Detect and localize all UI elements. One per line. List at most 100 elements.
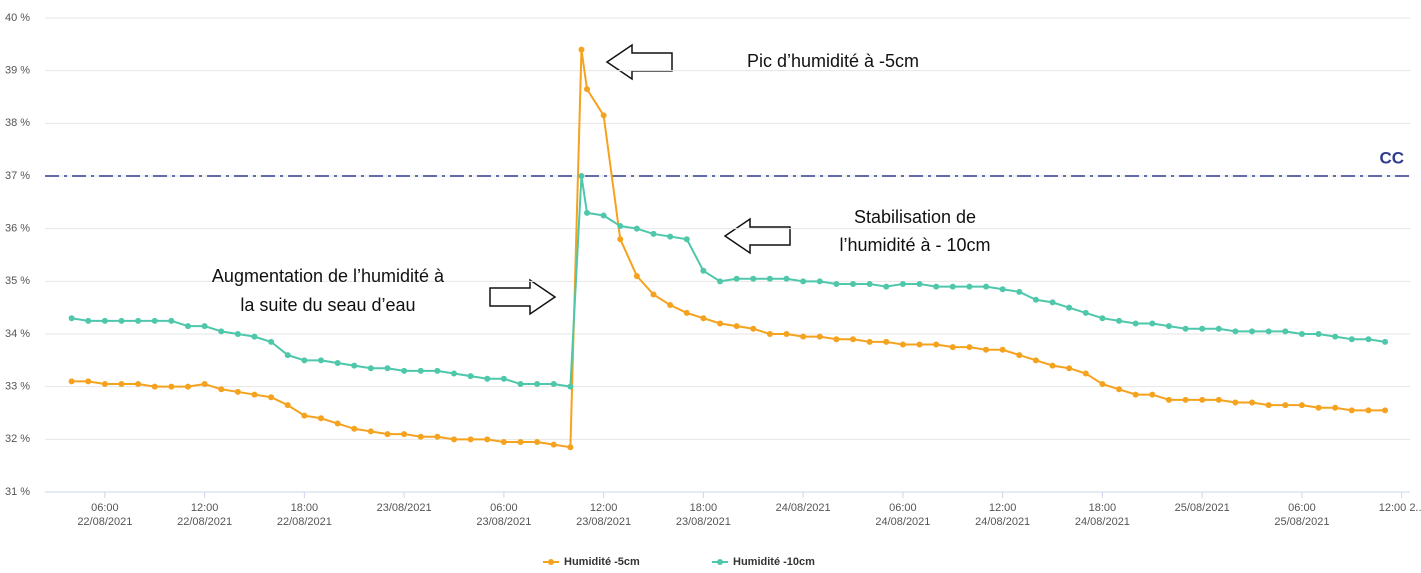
point <box>1232 399 1239 406</box>
point <box>534 438 541 445</box>
x-tick-label: 18:00 <box>291 502 319 514</box>
point <box>783 331 790 337</box>
y-tick-label: 40 % <box>5 12 30 24</box>
point <box>1082 309 1089 316</box>
x-tick-label: 06:00 <box>91 502 119 514</box>
point <box>916 280 923 287</box>
x-tick-label: 06:00 <box>1288 502 1316 514</box>
point <box>301 357 308 364</box>
point <box>1298 402 1305 409</box>
x-tick-label: 06:00 <box>490 502 518 514</box>
point <box>334 420 341 427</box>
point <box>1365 407 1372 414</box>
point <box>600 112 607 119</box>
point <box>983 283 990 290</box>
point <box>1165 323 1172 330</box>
point <box>201 323 208 330</box>
point <box>1265 402 1272 409</box>
point <box>251 391 258 398</box>
point <box>384 431 391 438</box>
y-tick-label: 33 % <box>5 381 30 393</box>
point <box>1066 365 1073 372</box>
point <box>101 381 108 388</box>
point <box>1132 320 1139 327</box>
point <box>218 328 225 335</box>
annotation: Augmentation de l’humidité à <box>212 266 445 286</box>
point <box>1215 325 1222 332</box>
point <box>500 375 507 382</box>
point <box>983 346 990 353</box>
point <box>1049 362 1056 369</box>
point <box>467 436 474 443</box>
point <box>234 331 241 337</box>
point <box>850 280 857 287</box>
point <box>766 275 773 282</box>
point <box>733 323 740 330</box>
point <box>384 365 391 372</box>
arrow <box>723 217 791 255</box>
point <box>866 338 873 345</box>
point <box>484 375 491 382</box>
x-tick-label: 23/08/2021 <box>676 516 731 528</box>
y-tick-label: 31 % <box>5 486 30 498</box>
point <box>201 381 208 388</box>
point <box>683 309 690 316</box>
point <box>484 436 491 443</box>
point <box>816 333 823 340</box>
point <box>534 381 541 388</box>
point <box>750 275 757 282</box>
point <box>933 341 940 348</box>
point <box>367 365 374 372</box>
point <box>1032 296 1039 303</box>
x-tick-label: 24/08/2021 <box>975 516 1030 528</box>
y-tick-label: 32 % <box>5 433 30 445</box>
point <box>1348 407 1355 414</box>
arrow <box>489 278 557 316</box>
annotation: la suite du seau d’eau <box>240 295 415 315</box>
point <box>1099 381 1106 388</box>
point <box>850 336 857 343</box>
point <box>234 388 241 395</box>
point <box>899 341 906 348</box>
point <box>966 344 973 351</box>
point <box>1215 396 1222 403</box>
point <box>1182 396 1189 403</box>
x-tick-label: 23/08/2021 <box>377 502 432 514</box>
legend-label: Humidité -10cm <box>733 556 815 568</box>
point <box>633 273 640 280</box>
point <box>517 438 524 445</box>
x-tick-label: 25/08/2021 <box>1274 516 1329 528</box>
point <box>517 381 524 388</box>
point <box>650 291 657 298</box>
point <box>434 433 441 440</box>
point <box>68 378 75 385</box>
point <box>1132 391 1139 398</box>
point <box>578 173 585 179</box>
point <box>1082 370 1089 377</box>
point <box>833 280 840 287</box>
point <box>1332 333 1339 340</box>
point <box>866 280 873 287</box>
point <box>1016 352 1023 359</box>
point <box>1315 331 1322 337</box>
point <box>268 394 275 401</box>
point <box>1165 396 1172 403</box>
legend-symbol <box>717 559 723 565</box>
point <box>1066 304 1073 311</box>
point <box>135 317 142 324</box>
x-tick-label: 24/08/2021 <box>1075 516 1130 528</box>
point <box>135 381 142 388</box>
point <box>700 315 707 322</box>
point <box>451 370 458 377</box>
point <box>1099 315 1106 322</box>
point <box>184 383 191 390</box>
point <box>578 46 585 53</box>
point <box>783 275 790 282</box>
point <box>168 383 175 390</box>
x-tick-label: 12:00 <box>989 502 1017 514</box>
x-tick-label: 06:00 <box>889 502 917 514</box>
point <box>118 381 125 388</box>
point <box>750 325 757 332</box>
point <box>883 283 890 290</box>
point <box>1249 328 1256 335</box>
